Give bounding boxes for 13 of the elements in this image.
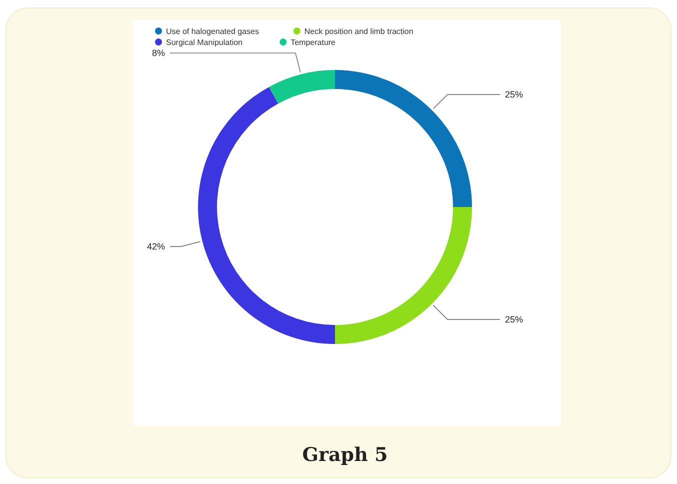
- caption: Graph 5: [302, 444, 388, 466]
- legend-label: Temperature: [290, 38, 336, 47]
- legend-label: Use of halogenated gases: [166, 27, 259, 36]
- donut-slice: [269, 70, 335, 104]
- data-label: 42%: [146, 242, 165, 252]
- donut-slice: [335, 70, 472, 207]
- data-label: 25%: [505, 90, 524, 100]
- donut-slice: [335, 207, 472, 344]
- donut-slice: [198, 86, 335, 344]
- data-label: 8%: [152, 48, 165, 58]
- legend-label: Neck position and limb traction: [304, 27, 414, 36]
- data-label: 25%: [505, 314, 524, 324]
- legend-label: Surgical Manipulation: [166, 38, 242, 47]
